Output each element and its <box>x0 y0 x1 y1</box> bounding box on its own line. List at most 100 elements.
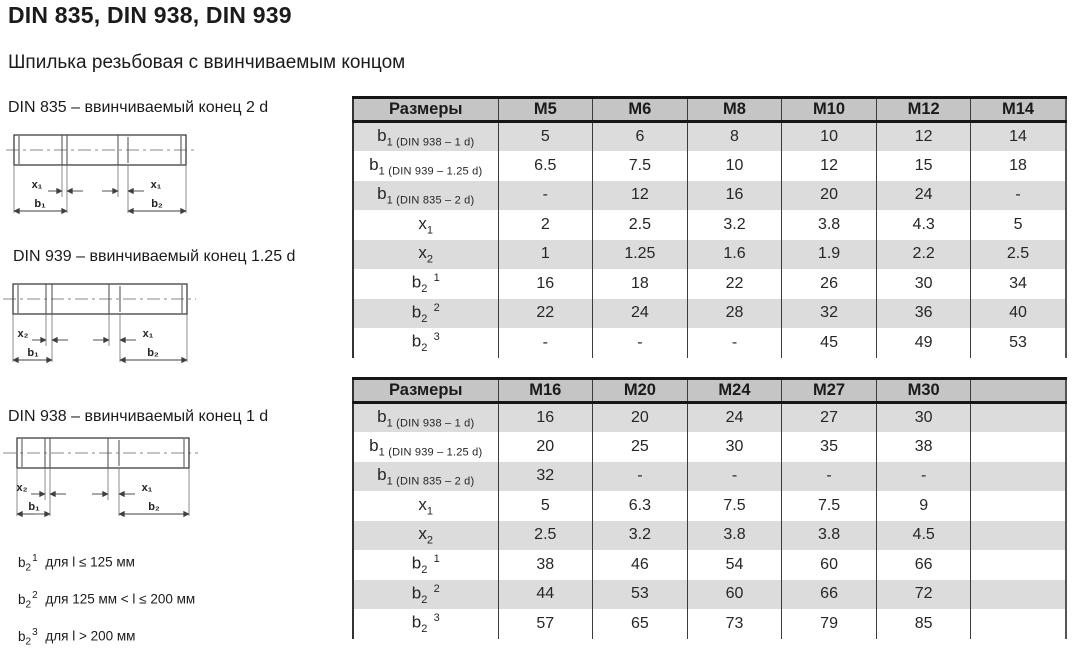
stud-drawing-din938: x₂ x₁ b₁ b₂ <box>3 437 198 518</box>
value-cell <box>970 520 1066 550</box>
value-cell <box>970 579 1066 609</box>
size-column-header: M6 <box>592 97 688 123</box>
value-cell: 6.5 <box>497 151 593 181</box>
table-row: b1 (DIN 938 – 1 d) 16 20 24 27 30 <box>353 402 1066 432</box>
value-cell: - <box>875 461 971 491</box>
header-row: Размеры M5 M6 M8 M10 M12 M14 <box>353 97 1066 123</box>
table-row: b1 (DIN 939 – 1.25 d) 20 25 30 35 38 <box>353 432 1066 462</box>
value-cell: 85 <box>875 609 971 639</box>
value-cell: - <box>497 328 593 358</box>
row-label: x2 <box>418 243 434 266</box>
value-cell: 3.8 <box>686 520 782 550</box>
size-column-header: M12 <box>875 97 971 123</box>
size-column-header: M14 <box>970 97 1066 123</box>
value-cell: 3.8 <box>781 210 877 240</box>
value-cell: 40 <box>970 298 1066 328</box>
value-cell: 45 <box>781 328 877 358</box>
value-cell: 12 <box>592 180 688 210</box>
size-column-header: M5 <box>497 97 593 123</box>
value-cell: - <box>781 461 877 491</box>
value-cell: 3.8 <box>781 520 877 550</box>
value-cell: 49 <box>875 328 971 358</box>
stud-drawing-din835: x₁ x₁ b₁ b₂ <box>6 134 196 215</box>
value-cell: 24 <box>875 180 971 210</box>
value-cell: 73 <box>686 609 782 639</box>
value-cell: 22 <box>497 298 593 328</box>
dim-label-x-right: x₁ <box>143 328 154 340</box>
row-label: b23 <box>411 612 440 636</box>
value-cell: 54 <box>686 550 782 580</box>
row-label: b1 (DIN 939 – 1.25 d) <box>369 435 483 458</box>
footnote-symbol: b22 <box>18 590 38 611</box>
row-label: x2 <box>418 524 434 547</box>
figure-caption-din939: DIN 939 – ввинчиваемый конец 1.25 d <box>13 248 296 265</box>
dim-label-b2: b₂ <box>147 347 159 359</box>
header-row: Размеры M16 M20 M24 M27 M30 <box>353 378 1066 404</box>
row-label: b21 <box>411 553 440 577</box>
value-cell: 3.2 <box>686 210 782 240</box>
value-cell: 6 <box>592 121 688 151</box>
value-cell: 4.5 <box>875 520 971 550</box>
value-cell: 53 <box>970 328 1066 358</box>
footnote-symbol: b23 <box>18 627 38 648</box>
size-column-header: M16 <box>497 378 593 404</box>
value-cell: 32 <box>781 298 877 328</box>
stud-drawing-din939: x₂ x₁ b₁ b₂ <box>3 283 196 364</box>
value-cell: 36 <box>875 298 971 328</box>
table-row: x2 2.5 3.2 3.8 3.8 4.5 <box>353 520 1066 550</box>
size-table-large-wrap: Размеры M16 M20 M24 M27 M30 b1 (DIN 938 – 1 d)… <box>352 377 1067 639</box>
value-cell: 79 <box>781 609 877 639</box>
size-column-header: M27 <box>781 378 877 404</box>
size-column-header: M24 <box>686 378 782 404</box>
value-cell: 60 <box>686 579 782 609</box>
value-cell: 1 <box>497 239 593 269</box>
value-cell: 30 <box>875 402 971 432</box>
value-cell: 14 <box>970 121 1066 151</box>
value-cell: 66 <box>875 550 971 580</box>
value-cell: - <box>686 328 782 358</box>
value-cell: 5 <box>497 121 593 151</box>
value-cell: - <box>592 461 688 491</box>
dimensions-column-header: Размеры <box>353 97 498 123</box>
table-row: b22 22 24 28 32 36 40 <box>353 298 1066 328</box>
value-cell: - <box>686 461 782 491</box>
table-row: x1 2 2.5 3.2 3.8 4.3 5 <box>353 210 1066 240</box>
value-cell: 2.5 <box>592 210 688 240</box>
dim-label-b2: b₂ <box>151 198 163 210</box>
value-cell: - <box>592 328 688 358</box>
table-row: b23- - -45 49 53 <box>353 328 1066 358</box>
value-cell: 9 <box>875 491 971 521</box>
table-row: b1 (DIN 939 – 1.25 d) 6.5 7.5 10 12 15 18 <box>353 151 1066 181</box>
value-cell: 7.5 <box>781 491 877 521</box>
value-cell: 27 <box>781 402 877 432</box>
table-row: b21 38 46 54 60 66 <box>353 550 1066 580</box>
dim-label-b2: b₂ <box>148 501 160 513</box>
dim-label-x-left: x₂ <box>17 328 28 340</box>
row-label: x1 <box>418 213 434 236</box>
table-row: b1 (DIN 835 – 2 d) 32- - - - <box>353 461 1066 491</box>
value-cell: 30 <box>686 432 782 462</box>
page-subtitle: Шпилька резьбовая с ввинчиваемым концом <box>8 52 406 73</box>
value-cell: 22 <box>686 269 782 299</box>
value-cell <box>970 402 1066 432</box>
value-cell <box>970 461 1066 491</box>
footnote-line: b21 для l ≤ 125 мм <box>18 553 195 573</box>
value-cell: 2.5 <box>970 239 1066 269</box>
catalog-page: { "page": { "title": "DIN 835, DIN 938, … <box>3 2 1067 648</box>
value-cell: 6.3 <box>592 491 688 521</box>
value-cell: 10 <box>686 151 782 181</box>
value-cell: 12 <box>781 151 877 181</box>
value-cell: 1.25 <box>592 239 688 269</box>
value-cell: - <box>497 180 593 210</box>
value-cell: 38 <box>497 550 593 580</box>
size-column-header: M20 <box>592 378 688 404</box>
footnotes: b21 для l ≤ 125 мм b22 для 125 мм < l ≤ 2… <box>18 553 195 665</box>
page-title: DIN 835, DIN 938, DIN 939 <box>8 2 292 28</box>
value-cell: 12 <box>875 121 971 151</box>
value-cell: 65 <box>592 609 688 639</box>
value-cell: 20 <box>497 432 593 462</box>
row-label: b1 (DIN 835 – 2 d) <box>377 184 475 207</box>
footnote-symbol: b21 <box>18 553 38 574</box>
table-row: b23 57 65 73 79 85 <box>353 609 1066 639</box>
value-cell: 8 <box>686 121 782 151</box>
